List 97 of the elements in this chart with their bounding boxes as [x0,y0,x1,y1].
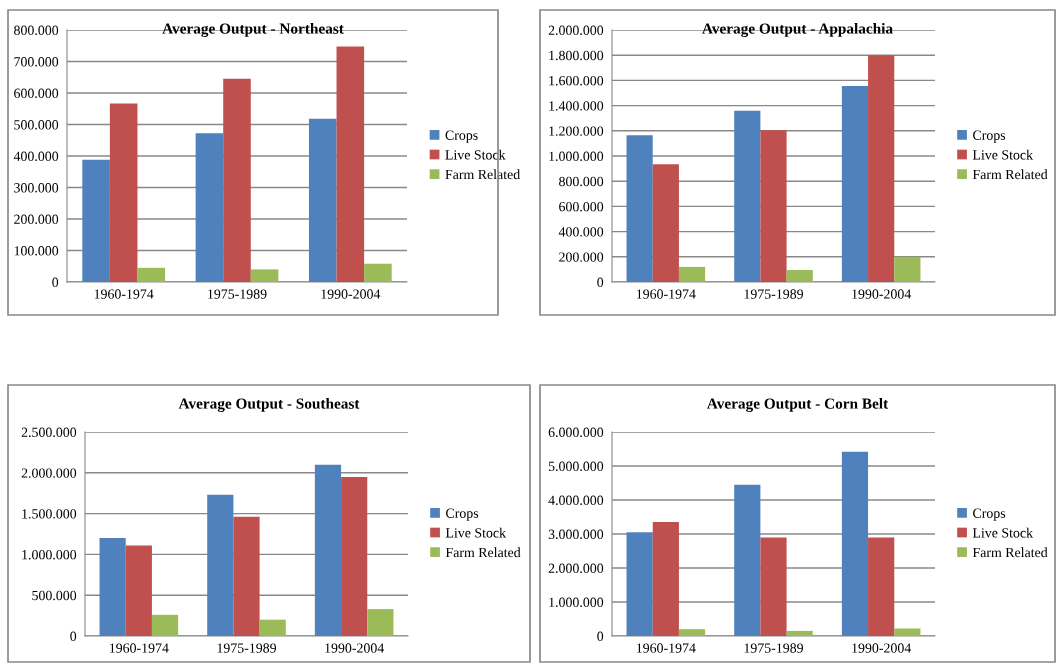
x-tick-label: 1960-1974 [94,289,154,299]
y-tick-label: 100.000 [14,246,59,256]
y-tick-label: 1.800.000 [549,50,604,61]
bar [308,118,337,282]
x-tick-label: 1990-2004 [852,289,912,299]
y-tick-label: 1.000.000 [549,151,604,162]
y-tick-label: 0 [597,631,604,641]
y-tick-label: 1.600.000 [549,75,604,86]
y-tick-label: 500.000 [32,590,77,601]
bar [760,130,787,282]
y-tick-label: 0 [70,631,77,641]
bar [82,159,110,282]
y-tick-label: 1.400.000 [549,101,604,111]
y-tick-label: 6.000.000 [548,427,604,438]
bar [626,532,653,636]
y-tick-label: 1.500.000 [22,509,77,519]
y-tick-label: 2.000.000 [21,468,77,478]
bar [367,609,394,636]
bar [894,628,921,636]
bar [364,263,392,282]
legend-label: Live Stock [972,149,1034,160]
y-tick-label: 1.200.000 [549,126,604,136]
y-tick-label: 300.000 [14,183,59,193]
legend-label: Farm Related [972,547,1048,558]
bar [250,269,279,282]
legend-label: Live Stock [445,527,507,538]
legend-label: Live Stock [445,149,506,160]
bar [734,110,761,282]
y-tick-label: 2.500.000 [21,427,77,438]
legend-label: Farm Related [445,547,521,558]
x-tick-label: 1975-1989 [217,643,277,653]
chart-title: Average Output - Northeast [162,23,344,37]
bar [341,476,368,636]
bar [868,537,895,636]
legend-label: Farm Related [972,169,1048,180]
bar [841,451,869,636]
legend-label: Crops [973,130,1006,143]
y-tick-label: 500.000 [14,120,59,130]
bar [652,522,679,636]
bar [760,537,787,636]
y-tick-label: 600.000 [14,88,59,99]
bar [626,135,653,282]
chart-title: Average Output - Appalachia [702,23,893,37]
bar [678,629,706,636]
bar [207,494,234,636]
y-tick-label: 400.000 [558,227,604,237]
y-tick-label: 5.000.000 [548,461,604,472]
bar [841,86,869,282]
x-tick-label: 1975-1989 [744,643,804,653]
bar [195,133,224,282]
y-tick-label: 0 [597,277,604,287]
chart-title: Average Output - Corn Belt [706,398,889,412]
y-tick-label: 600.000 [559,201,604,212]
legend-label: Live Stock [972,527,1034,538]
legend-label: Crops [446,508,479,521]
bar [734,484,761,636]
x-tick-label: 1960-1974 [636,289,696,299]
bar [786,630,813,636]
bar [678,266,706,282]
x-tick-label: 1960-1974 [109,643,169,653]
bar [652,164,679,282]
x-tick-label: 1960-1974 [636,643,696,653]
x-tick-label: 1990-2004 [325,643,385,653]
bar [894,256,921,282]
bar [151,614,179,636]
bar [233,516,260,636]
y-tick-label: 800.000 [14,25,59,36]
legend-label: Farm Related [445,169,521,180]
y-tick-label: 3.000.000 [548,529,604,540]
y-tick-label: 800.000 [559,176,604,187]
bar [99,538,126,636]
bar [786,270,813,282]
x-tick-label: 1975-1989 [208,289,267,299]
y-tick-label: 700.000 [14,57,59,67]
y-tick-label: 1.000.000 [22,549,77,560]
bar [336,46,365,282]
legend-label: Crops [445,130,478,143]
bar [868,55,895,282]
y-tick-label: 200.000 [559,252,604,262]
bar [137,267,166,282]
y-tick-label: 2.000.000 [548,25,604,36]
bar [125,545,152,636]
legend-label: Crops [973,508,1006,521]
bar [314,464,342,636]
y-tick-label: 400.000 [13,151,59,162]
x-tick-label: 1990-2004 [321,289,381,299]
bar [223,78,251,282]
bar [109,103,138,282]
y-tick-label: 4.000.000 [548,495,604,506]
y-tick-label: 200.000 [14,214,59,225]
y-tick-label: 2.000.000 [548,563,604,574]
y-tick-label: 1.000.000 [549,597,604,608]
chart-title: Average Output - Southeast [178,398,360,412]
x-tick-label: 1990-2004 [852,643,912,653]
x-tick-label: 1975-1989 [744,289,804,299]
bar [259,619,286,636]
y-tick-label: 0 [52,277,59,287]
